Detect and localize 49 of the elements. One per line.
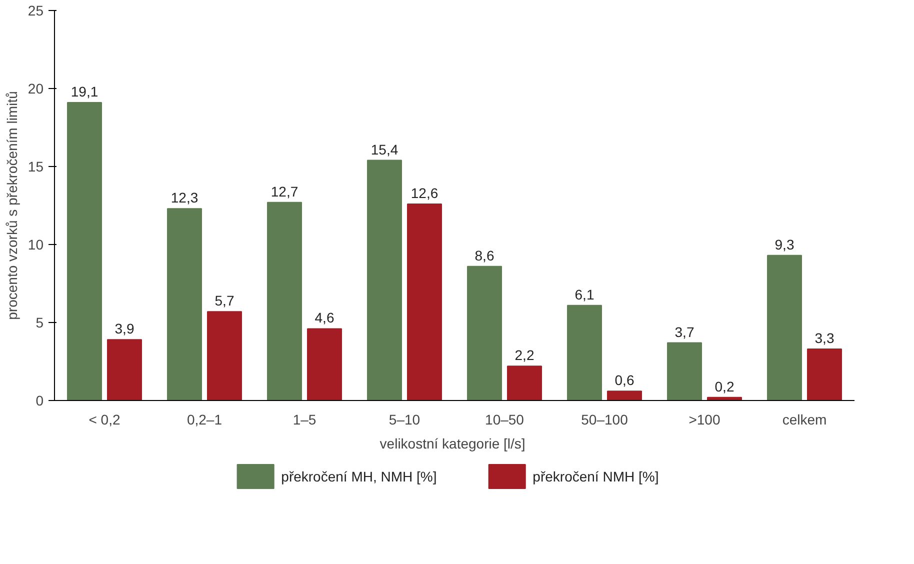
x-tick-label: 50–100 bbox=[581, 412, 628, 428]
data-label: 12,7 bbox=[270, 183, 298, 200]
data-label: 3,3 bbox=[814, 330, 834, 346]
bar bbox=[167, 208, 202, 400]
y-tick-label: 5 bbox=[36, 314, 44, 330]
y-tick-label: 0 bbox=[36, 392, 44, 408]
data-label: 8,6 bbox=[474, 247, 494, 264]
bar bbox=[307, 328, 342, 400]
bar bbox=[767, 254, 802, 400]
y-axis-title: procento vzorků s překročením limitů bbox=[4, 91, 20, 320]
bar bbox=[807, 348, 842, 400]
x-tick-label: 10–50 bbox=[485, 412, 524, 428]
y-tick-label: 15 bbox=[28, 158, 44, 174]
bar bbox=[67, 102, 102, 400]
data-label: 3,7 bbox=[674, 324, 694, 340]
data-label: 5,7 bbox=[214, 292, 234, 309]
data-label: 12,3 bbox=[170, 190, 198, 206]
bar bbox=[467, 266, 502, 400]
data-label: 9,3 bbox=[774, 236, 794, 252]
x-tick-label: 0,2–1 bbox=[186, 412, 222, 428]
data-label: 2,2 bbox=[514, 347, 534, 364]
y-tick-label: 25 bbox=[28, 2, 44, 18]
data-label: 19,1 bbox=[70, 84, 98, 100]
data-label: 3,9 bbox=[114, 320, 134, 337]
data-label: 15,4 bbox=[370, 141, 398, 158]
data-label: 0,6 bbox=[614, 372, 634, 388]
bar bbox=[607, 390, 642, 400]
data-label: 4,6 bbox=[314, 310, 334, 326]
legend-label: překročení NMH [%] bbox=[532, 468, 659, 484]
bar bbox=[207, 311, 242, 400]
data-label: 0,2 bbox=[714, 378, 734, 394]
x-axis-title: velikostní kategorie [l/s] bbox=[380, 436, 526, 452]
x-tick-label: < 0,2 bbox=[88, 412, 120, 428]
bar bbox=[107, 339, 142, 400]
legend-label: překročení MH, NMH [%] bbox=[281, 468, 437, 484]
bar bbox=[567, 304, 602, 400]
data-label: 6,1 bbox=[574, 286, 594, 302]
bar bbox=[507, 366, 542, 400]
x-tick-label: 1–5 bbox=[292, 412, 316, 428]
y-tick-label: 20 bbox=[28, 80, 44, 96]
bar bbox=[267, 202, 302, 400]
x-tick-label: 5–10 bbox=[388, 412, 420, 428]
bar bbox=[407, 203, 442, 400]
x-tick-label: >100 bbox=[688, 412, 720, 428]
bar bbox=[667, 342, 702, 400]
bar bbox=[367, 160, 402, 400]
y-tick-label: 10 bbox=[28, 236, 44, 252]
x-tick-label: celkem bbox=[782, 412, 827, 428]
data-label: 12,6 bbox=[410, 184, 438, 201]
